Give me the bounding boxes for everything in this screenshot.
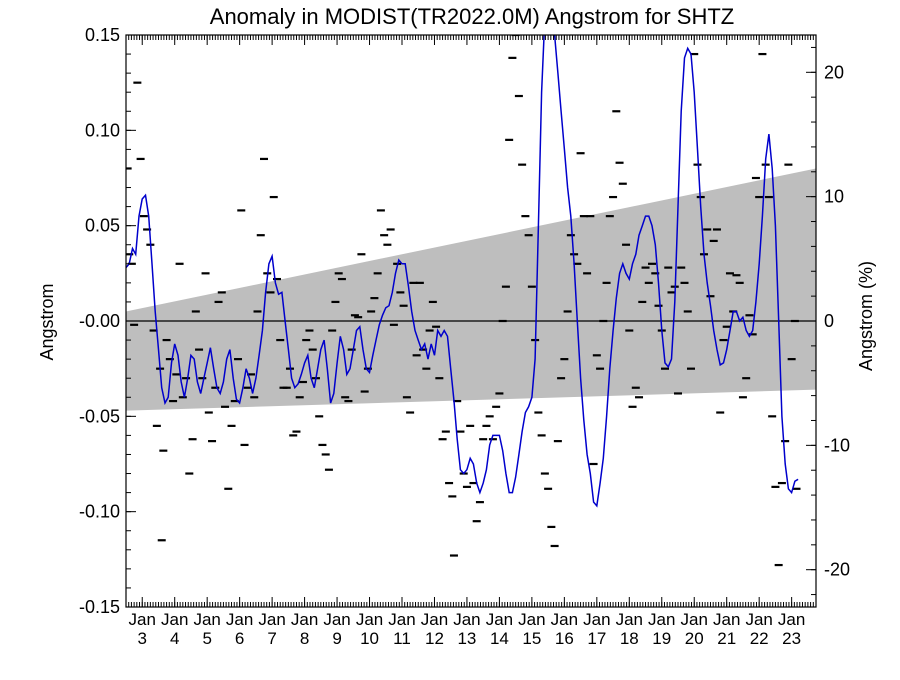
x-tick-label-year: 9 (332, 629, 341, 648)
x-tick-label-month: Jan (551, 610, 578, 629)
x-tick-label-year: 21 (717, 629, 736, 648)
y-tick-label: -0.15 (79, 597, 120, 617)
x-tick-label-month: Jan (518, 610, 545, 629)
x-tick-label-month: Jan (616, 610, 643, 629)
x-tick-label-year: 12 (425, 629, 444, 648)
y-right-tick-label: -20 (824, 560, 850, 580)
x-tick-label-year: 19 (652, 629, 671, 648)
x-tick-label-month: Jan (323, 610, 350, 629)
x-tick-label-year: 10 (360, 629, 379, 648)
y-tick-label: 0.05 (85, 216, 120, 236)
trend-band (126, 168, 816, 411)
x-tick-label-year: 17 (587, 629, 606, 648)
x-tick-label-month: Jan (778, 610, 805, 629)
y-right-tick-label: -10 (824, 435, 850, 455)
y-axis-label-right: Angstrom (%) (856, 261, 876, 371)
x-tick-label-month: Jan (291, 610, 318, 629)
smoothed-series-line (126, 35, 799, 508)
x-tick-label-year: 16 (555, 629, 574, 648)
x-tick-label-year: 15 (522, 629, 541, 648)
x-tick-label-month: Jan (421, 610, 448, 629)
x-tick-label-month: Jan (745, 610, 772, 629)
x-tick-label-month: Jan (356, 610, 383, 629)
y-tick-label: -0.00 (79, 311, 120, 331)
x-tick-label-month: Jan (258, 610, 285, 629)
x-tick-label-year: 6 (235, 629, 244, 648)
x-tick-label-year: 8 (300, 629, 309, 648)
y-tick-label: 0.10 (85, 120, 120, 140)
axes-layer: 0.15 0.10 0.05 -0.00 -0.05 -0.10 -0.15 20 10 0 -10… (79, 25, 850, 648)
x-tick-label-month: Jan (129, 610, 156, 629)
x-tick-label-month: Jan (681, 610, 708, 629)
y-tick-label: 0.15 (85, 25, 120, 45)
smoothed-line-layer (126, 35, 799, 508)
x-tick-label-month: Jan (453, 610, 480, 629)
y-axis-label-left: Angstrom (37, 283, 57, 360)
x-tick-label-year: 4 (170, 629, 179, 648)
x-tick-label-year: 5 (202, 629, 211, 648)
x-tick-label-month: Jan (583, 610, 610, 629)
chart-title: Anomaly in MODIST(TR2022.0M) Angstrom fo… (210, 4, 734, 29)
x-tick-label-month: Jan (713, 610, 740, 629)
x-tick-label-month: Jan (648, 610, 675, 629)
x-tick-label-year: 20 (685, 629, 704, 648)
x-tick-label-month: Jan (161, 610, 188, 629)
x-tick-label-month: Jan (486, 610, 513, 629)
x-tick-label-month: Jan (226, 610, 253, 629)
y-right-tick-label: 20 (824, 62, 844, 82)
x-tick-label-year: 23 (782, 629, 801, 648)
trend-band-layer (126, 168, 816, 411)
y-right-tick-label: 10 (824, 187, 844, 207)
y-tick-label: -0.10 (79, 502, 120, 522)
x-tick-label-year: 3 (138, 629, 147, 648)
x-tick-label-year: 18 (620, 629, 639, 648)
y-right-tick-label: 0 (824, 311, 834, 331)
x-tick-label-month: Jan (193, 610, 220, 629)
x-tick-label-year: 14 (490, 629, 509, 648)
x-tick-label-year: 7 (267, 629, 276, 648)
x-tick-label-month: Jan (388, 610, 415, 629)
x-tick-label-year: 22 (750, 629, 769, 648)
monthly-points-layer (126, 35, 801, 567)
x-tick-label-year: 11 (393, 629, 411, 648)
y-tick-label: -0.05 (79, 406, 120, 426)
x-tick-label-year: 13 (457, 629, 476, 648)
